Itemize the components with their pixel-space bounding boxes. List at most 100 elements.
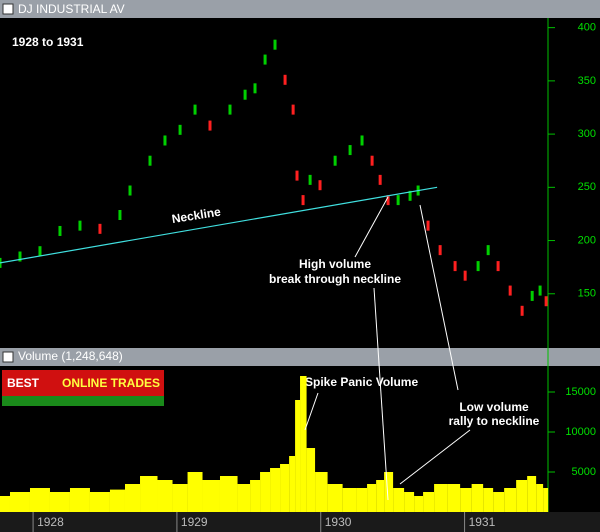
volume-bar xyxy=(536,484,544,512)
price-bar xyxy=(243,89,247,100)
volume-bar xyxy=(295,400,301,512)
volume-bar xyxy=(384,472,394,512)
price-bar xyxy=(291,104,295,115)
volume-bar xyxy=(423,492,435,512)
price-bar xyxy=(263,54,267,65)
volume-bar xyxy=(471,484,484,512)
pointer xyxy=(419,204,459,391)
volume-bar xyxy=(342,488,357,512)
annotation: High volume xyxy=(299,257,371,271)
volume-bar xyxy=(270,468,281,512)
price-bar xyxy=(530,290,534,301)
volume-bar xyxy=(527,476,537,512)
annotation: rally to neckline xyxy=(449,414,540,428)
volume-bar xyxy=(460,488,472,512)
volume-bar xyxy=(49,492,70,512)
price-bar xyxy=(496,261,500,272)
volume-bar xyxy=(516,480,528,512)
price-bar xyxy=(228,104,232,115)
price-bar xyxy=(476,261,480,272)
price-bar xyxy=(486,245,490,256)
price-bar xyxy=(360,135,364,146)
volume-bar xyxy=(493,492,505,512)
volume-bar xyxy=(157,480,173,512)
price-bar xyxy=(520,305,524,316)
logo-text: ONLINE TRADES xyxy=(62,376,160,390)
x-tick-label: 1931 xyxy=(469,515,496,529)
x-tick-label: 1929 xyxy=(181,515,208,529)
volume-bar xyxy=(447,484,461,512)
volume-bar xyxy=(140,476,158,512)
pointer xyxy=(373,287,389,501)
price-bar xyxy=(208,120,212,131)
price-bar xyxy=(453,261,457,272)
price-bar xyxy=(426,220,430,231)
price-bar xyxy=(378,174,382,185)
volume-bar xyxy=(29,488,50,512)
price-bar xyxy=(118,210,122,220)
volume-bar xyxy=(543,488,549,512)
price-bar xyxy=(273,39,277,50)
volume-bar xyxy=(124,484,141,512)
price-bar xyxy=(178,124,182,135)
volume-bar xyxy=(434,484,448,512)
volume-bar xyxy=(393,488,405,512)
logo-bold: BEST xyxy=(7,376,40,390)
volume-bar xyxy=(504,488,517,512)
logo-strip xyxy=(2,396,164,406)
price-bar xyxy=(163,135,167,146)
x-tick-label: 1928 xyxy=(37,515,64,529)
volume-bar xyxy=(289,456,296,512)
price-bar xyxy=(295,170,299,181)
volume-bar xyxy=(327,484,343,512)
volume-bar xyxy=(237,484,251,512)
y-tick-label: 350 xyxy=(578,75,596,87)
price-bar xyxy=(333,155,337,166)
price-header xyxy=(0,0,600,18)
price-bar xyxy=(348,145,352,156)
pointer xyxy=(399,429,471,485)
header-icon xyxy=(2,3,14,15)
pointer xyxy=(304,392,319,431)
volume-bar xyxy=(306,448,316,512)
volume-bar xyxy=(376,480,385,512)
price-bar xyxy=(253,83,257,94)
price-bar xyxy=(463,270,467,281)
volume-bar xyxy=(300,376,307,512)
price-bar xyxy=(193,104,197,115)
y-tick-label: 150 xyxy=(578,288,596,300)
neckline xyxy=(0,186,438,264)
price-title: DJ INDUSTRIAL AV xyxy=(18,2,125,16)
y-tick-label: 400 xyxy=(578,22,596,34)
price-bar xyxy=(148,155,152,166)
volume-bar xyxy=(109,489,125,512)
volume-bar xyxy=(89,492,110,512)
x-tick-label: 1930 xyxy=(325,515,352,529)
volume-title: Volume (1,248,648) xyxy=(18,349,123,363)
volume-bar xyxy=(187,472,203,512)
y-tick-label: 300 xyxy=(578,128,596,140)
price-bar xyxy=(283,74,287,85)
price-bar xyxy=(438,245,442,256)
price-bar xyxy=(301,195,305,206)
y-tick-label: 5000 xyxy=(572,466,596,478)
volume-bar xyxy=(414,496,424,512)
price-bar xyxy=(18,251,22,262)
price-bar xyxy=(308,174,312,185)
annotation: break through neckline xyxy=(269,272,401,286)
x-axis-strip xyxy=(0,512,600,532)
volume-bar xyxy=(0,496,10,512)
price-bar xyxy=(508,285,512,296)
price-bar xyxy=(318,180,322,191)
y-tick-label: 250 xyxy=(578,181,596,193)
volume-bar xyxy=(483,488,494,512)
period-label: 1928 to 1931 xyxy=(12,35,84,49)
volume-bar xyxy=(404,492,415,512)
price-bar xyxy=(396,195,400,206)
price-bar xyxy=(58,225,62,236)
y-tick-label: 10000 xyxy=(565,426,596,438)
price-bar xyxy=(78,220,82,231)
pointer xyxy=(354,196,389,258)
